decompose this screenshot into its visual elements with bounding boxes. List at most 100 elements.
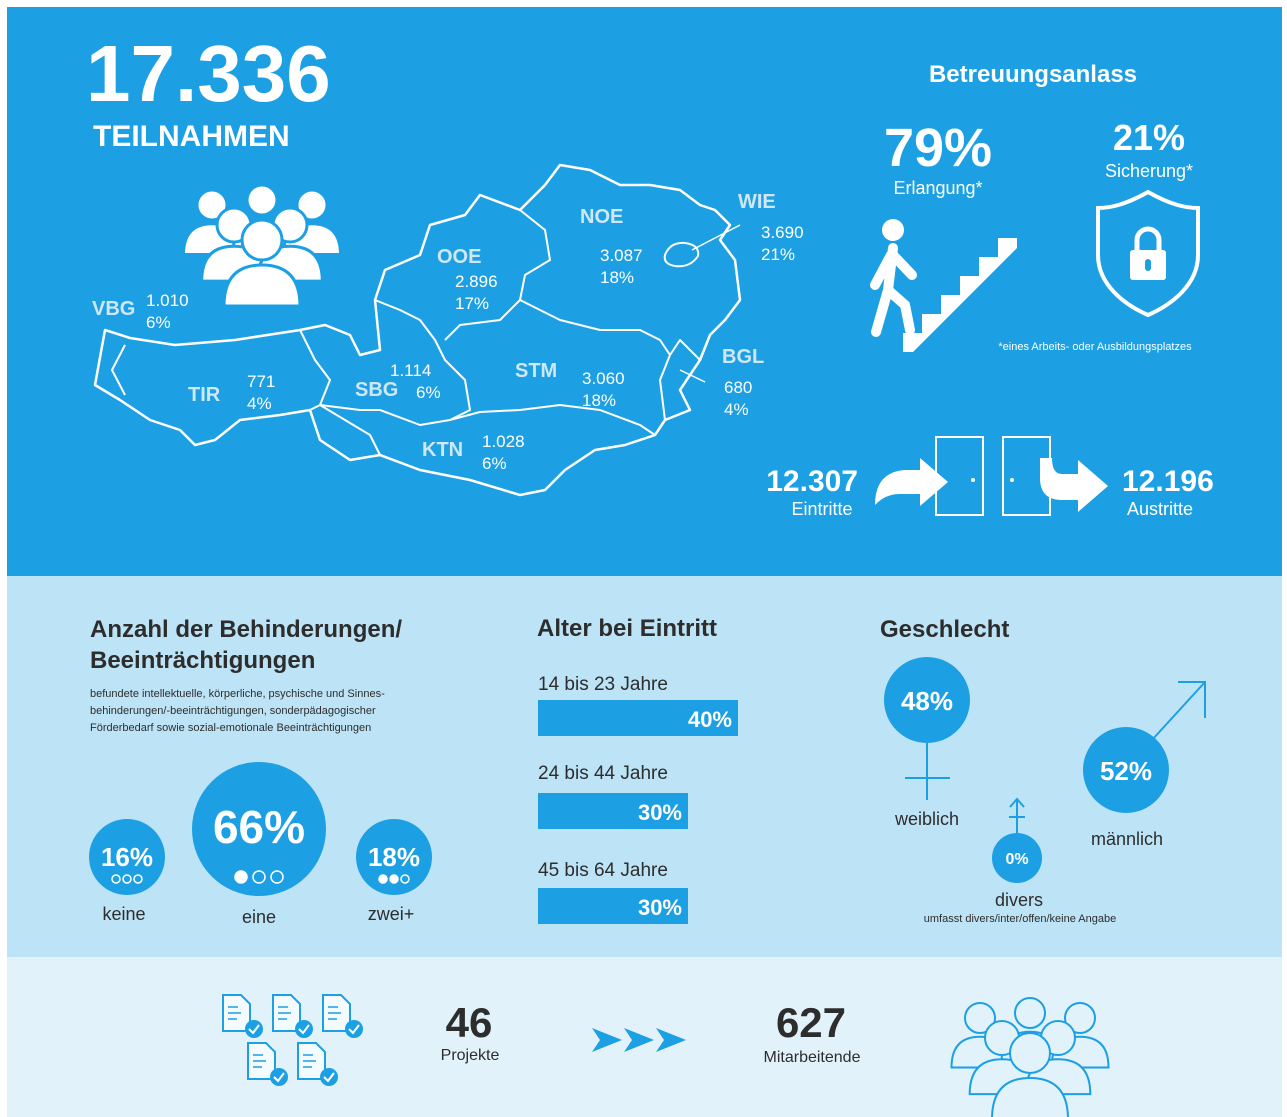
region-code: WIE <box>738 191 776 213</box>
region-share: 4% <box>724 400 749 419</box>
section-title: Alter bei Eintritt <box>537 615 717 642</box>
check-badge <box>320 1068 338 1086</box>
document-lines <box>278 1006 291 1020</box>
share-value: 66% <box>213 801 305 853</box>
flow-label: Eintritte <box>791 499 852 519</box>
region-count: 1.010 <box>146 291 189 310</box>
chevron <box>656 1028 686 1052</box>
region-count: 3.690 <box>761 223 804 242</box>
region-count: 3.060 <box>582 369 625 388</box>
percent: 79% <box>884 118 992 178</box>
arrow-in <box>875 458 948 506</box>
gender-value: 52% <box>1100 756 1152 786</box>
bar <box>538 793 688 829</box>
door <box>1002 436 1051 516</box>
person-head <box>195 188 229 222</box>
region-count: 2.896 <box>455 272 498 291</box>
section-title: Beeinträchtigungen <box>90 647 315 674</box>
door-knob <box>1010 478 1014 482</box>
check-badge <box>295 1020 313 1038</box>
walker-head <box>882 219 904 241</box>
chevron <box>592 1028 622 1052</box>
region-code: TIR <box>188 384 221 406</box>
region-count: 680 <box>724 378 752 397</box>
flow-label: Austritte <box>1127 499 1193 519</box>
section-title: Betreuungsanlass <box>929 61 1137 88</box>
region-share: 6% <box>146 313 171 332</box>
document-lines <box>253 1054 266 1068</box>
footer-value: 627 <box>776 999 846 1046</box>
region-share: 6% <box>482 454 507 473</box>
bar-label: 30% <box>638 800 682 825</box>
share-circle <box>89 819 165 895</box>
percent-label: Erlangung* <box>893 178 982 198</box>
person-body <box>991 1076 1069 1117</box>
map-outline <box>93 163 742 497</box>
gender-value: 0% <box>1005 851 1028 868</box>
document-lines <box>328 1006 341 1020</box>
region-count: 1.028 <box>482 432 525 451</box>
lock-shackle <box>1134 226 1162 252</box>
bar-label: 40% <box>688 707 732 732</box>
check-mark <box>323 1072 335 1083</box>
region-code: OOE <box>437 246 481 268</box>
stairs-icon <box>903 238 1017 352</box>
check-mark <box>248 1024 260 1035</box>
region-share: 18% <box>600 268 634 287</box>
check-badge <box>270 1068 288 1086</box>
count-dot <box>234 870 248 884</box>
gender-label: weiblich <box>894 809 959 829</box>
count-dot <box>400 874 410 884</box>
description: behinderungen/-beeinträchtigungen, sonde… <box>90 705 376 717</box>
section-title: Anzahl der Behinderungen/ <box>90 616 402 643</box>
chevron <box>624 1028 654 1052</box>
share-value: 18% <box>368 842 420 872</box>
pointer <box>691 224 741 251</box>
region-count: 771 <box>247 372 275 391</box>
footnote: *eines Arbeits- oder Ausbildungsplatzes <box>998 341 1192 353</box>
region-share: 4% <box>247 394 272 413</box>
person-head <box>295 188 329 222</box>
pointer <box>679 369 706 383</box>
map-borders <box>111 209 701 456</box>
region-code: NOE <box>580 206 623 228</box>
flow-value: 12.307 <box>766 465 858 498</box>
section-title: Geschlecht <box>880 616 1009 643</box>
check-mark <box>298 1024 310 1035</box>
door-knob <box>971 478 975 482</box>
share-value: 16% <box>101 842 153 872</box>
region-code: KTN <box>422 439 463 461</box>
bar-category: 45 bis 64 Jahre <box>538 860 668 881</box>
person-head <box>245 183 279 217</box>
check-badge <box>345 1020 363 1038</box>
bar-label: 30% <box>638 895 682 920</box>
description: Förderbedarf sowie sozial-emotionale Bee… <box>90 722 371 734</box>
divers-symbol <box>1009 797 1025 833</box>
footer-label: Projekte <box>441 1047 500 1064</box>
count-dot <box>122 874 132 884</box>
gender-label: männlich <box>1091 829 1163 849</box>
count-dot <box>270 870 284 884</box>
count-dot <box>111 874 121 884</box>
shield-icon <box>1096 189 1200 318</box>
region-share: 6% <box>416 383 441 402</box>
share-label: keine <box>102 904 145 924</box>
region-share: 18% <box>582 391 616 410</box>
region-code: BGL <box>722 346 764 368</box>
description: befundete intellektuelle, körperliche, p… <box>90 688 385 700</box>
flow-value: 12.196 <box>1122 465 1214 498</box>
region-code: SBG <box>355 379 398 401</box>
total-count: 17.336 <box>86 29 331 118</box>
region-share: 21% <box>761 245 795 264</box>
footer-value: 46 <box>446 999 493 1046</box>
person-body <box>222 263 302 308</box>
person-head <box>240 218 284 262</box>
walker-body <box>870 243 917 337</box>
footer-label: Mitarbeitende <box>764 1049 861 1066</box>
share-circle <box>192 762 326 896</box>
percent: 21% <box>1113 117 1185 158</box>
region-count: 3.087 <box>600 246 643 265</box>
lock-hole <box>1145 259 1151 271</box>
region-code: STM <box>515 360 557 382</box>
